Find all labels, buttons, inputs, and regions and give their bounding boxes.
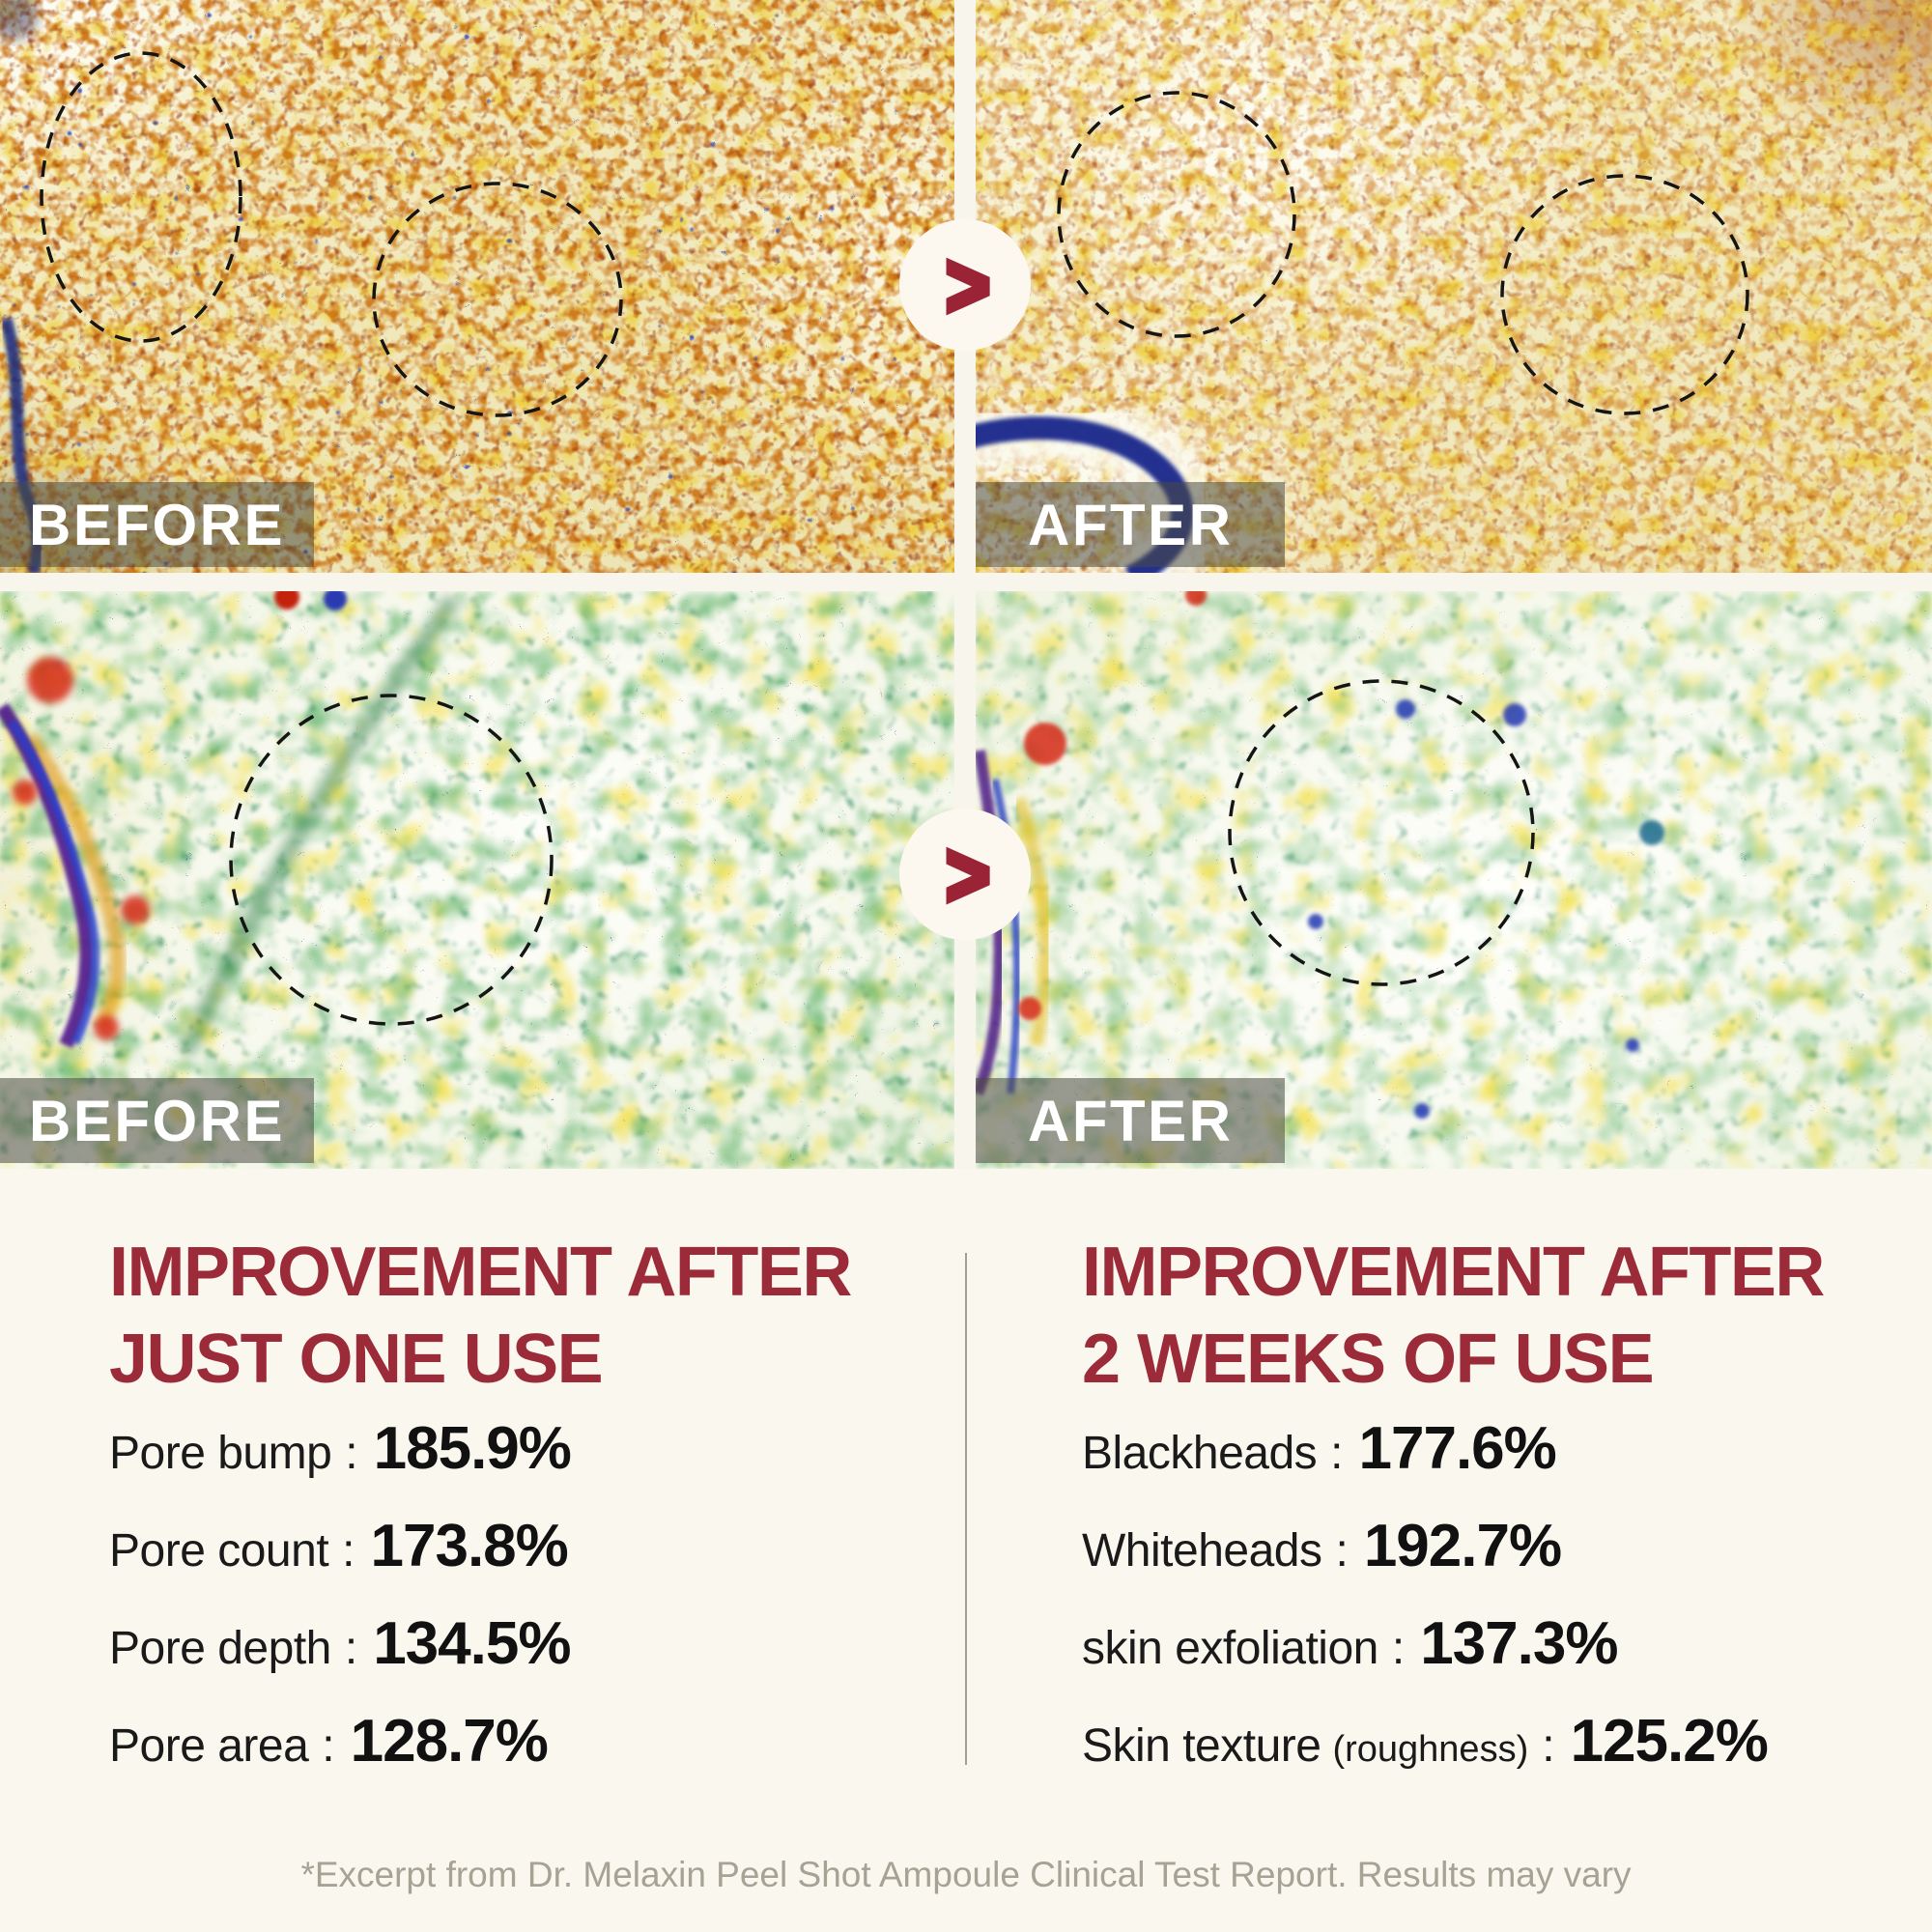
stat-label: Pore depth	[109, 1623, 331, 1674]
stat-value: 173.8%	[370, 1513, 569, 1579]
stat-row: Pore depth : 134.5%	[109, 1613, 940, 1680]
stat-value: 128.7%	[350, 1708, 549, 1775]
annotation-overlay	[0, 591, 554, 1058]
after-label: AFTER	[976, 1078, 1286, 1163]
vein-marking	[1012, 796, 1053, 1047]
chevron-right-icon: >	[943, 235, 993, 335]
before-photo-texture-map: BEFORE	[0, 591, 954, 1169]
before-label: BEFORE	[0, 1078, 315, 1163]
stats-title-line2: 2 WEEKS OF USE	[1082, 1321, 1655, 1398]
vein-marking	[0, 0, 39, 41]
pore-dots	[1308, 699, 1664, 1119]
stat-colon: :	[1391, 1623, 1406, 1674]
before-label-text: BEFORE	[29, 492, 286, 557]
stat-colon: :	[322, 1720, 335, 1772]
improvement-stats-section: IMPROVEMENT AFTER JUST ONE USE Pore bump…	[0, 1169, 1932, 1932]
vein-marking	[8, 719, 100, 1045]
before-after-photo-grid: BEFORE AFTER	[0, 0, 1932, 1169]
stat-label: Skin texture	[1082, 1720, 1321, 1772]
annotation-circle	[372, 182, 623, 417]
stat-label: Pore count	[109, 1525, 329, 1577]
vein-marking	[991, 779, 1021, 1094]
stat-row: Pore area : 128.7%	[109, 1711, 940, 1777]
after-photo-texture-map: AFTER	[976, 591, 1932, 1169]
stat-label: Blackheads	[1082, 1428, 1318, 1479]
annotation-circle	[229, 694, 554, 1026]
stats-title: IMPROVEMENT AFTER JUST ONE USE	[109, 1229, 940, 1403]
red-hotspots	[1018, 591, 1207, 1020]
before-photo-pore-map: BEFORE	[0, 0, 954, 573]
chevron-right-icon: >	[943, 824, 993, 924]
annotation-circle	[40, 51, 242, 343]
stats-title-line1: IMPROVEMENT AFTER	[1082, 1234, 1825, 1311]
spot-markings	[274, 591, 347, 611]
arrow-badge: >	[899, 809, 1031, 940]
stat-colon: :	[342, 1525, 355, 1577]
stat-label: Pore bump	[109, 1428, 332, 1479]
stats-title-line2: JUST ONE USE	[109, 1321, 604, 1398]
stat-rows: Blackheads : 177.6% Whiteheads : 192.7% …	[1082, 1418, 1922, 1780]
red-hotspots	[13, 657, 150, 1040]
stat-label: Pore area	[109, 1720, 309, 1772]
stats-column-one-use: IMPROVEMENT AFTER JUST ONE USE Pore bump…	[109, 1229, 940, 1808]
annotation-overlay	[976, 591, 1664, 1119]
stat-value: 137.3%	[1420, 1610, 1618, 1677]
stat-colon: :	[1542, 1720, 1555, 1772]
vein-marking	[178, 593, 462, 1058]
after-label-text: AFTER	[1028, 1088, 1234, 1153]
stat-value: 177.6%	[1358, 1415, 1557, 1482]
disclaimer-text: *Excerpt from Dr. Melaxin Peel Shot Ampo…	[300, 1855, 1632, 1894]
annotation-circle	[1228, 679, 1535, 986]
stat-label: skin exfoliation	[1082, 1623, 1378, 1674]
stat-colon: :	[345, 1428, 358, 1479]
stat-value: 125.2%	[1570, 1708, 1769, 1775]
stats-title: IMPROVEMENT AFTER 2 WEEKS OF USE	[1082, 1229, 1922, 1403]
column-divider	[965, 1253, 967, 1765]
vein-marking	[976, 750, 1006, 1096]
annotation-circle	[1500, 174, 1749, 415]
before-label-text: BEFORE	[29, 1088, 286, 1153]
stat-value: 134.5%	[373, 1610, 571, 1677]
vein-marking	[22, 731, 126, 1030]
stat-colon: :	[344, 1623, 358, 1674]
stat-label: Whiteheads	[1082, 1525, 1322, 1577]
stat-value: 185.9%	[373, 1415, 572, 1482]
stat-rows: Pore bump : 185.9% Pore count : 173.8% P…	[109, 1418, 940, 1777]
stat-row: Blackheads : 177.6%	[1082, 1418, 1922, 1485]
arrow-badge: >	[899, 219, 1031, 351]
stat-colon: :	[1335, 1525, 1349, 1577]
stats-title-line1: IMPROVEMENT AFTER	[109, 1234, 852, 1311]
annotation-circle	[1057, 91, 1296, 338]
stat-row: skin exfoliation : 137.3%	[1082, 1613, 1922, 1680]
before-label: BEFORE	[0, 482, 315, 567]
after-label-text: AFTER	[1028, 492, 1234, 557]
stat-note: (roughness)	[1332, 1729, 1529, 1770]
stat-colon: :	[1330, 1428, 1344, 1479]
after-label: AFTER	[976, 482, 1286, 567]
stats-column-two-weeks: IMPROVEMENT AFTER 2 WEEKS OF USE Blackhe…	[1082, 1229, 1922, 1811]
stat-row: Skin texture (roughness) : 125.2%	[1082, 1711, 1922, 1780]
stat-value: 192.7%	[1363, 1513, 1562, 1579]
after-photo-pore-map: AFTER	[976, 0, 1932, 573]
stat-row: Pore count : 173.8%	[109, 1516, 940, 1582]
stat-row: Whiteheads : 192.7%	[1082, 1516, 1922, 1582]
stat-row: Pore bump : 185.9%	[109, 1418, 940, 1485]
